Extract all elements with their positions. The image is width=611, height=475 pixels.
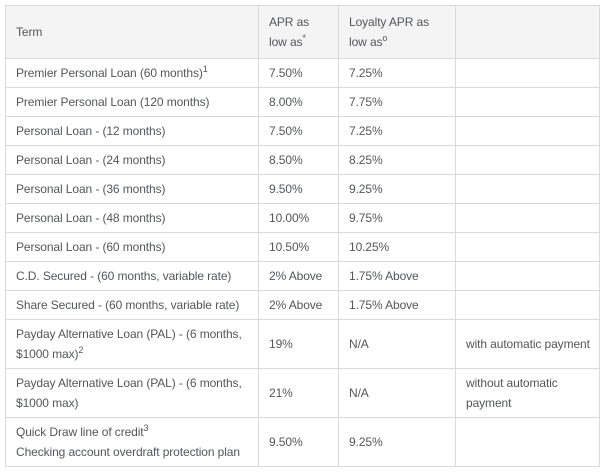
table-row: Share Secured - (60 months, variable rat… xyxy=(5,290,600,320)
table-row: Payday Alternative Loan (PAL) - (6 month… xyxy=(5,368,600,418)
apr-cell: 10.00% xyxy=(258,203,339,233)
term-cell: Premier Personal Loan (120 months) xyxy=(5,87,259,117)
table-row: Personal Loan - (24 months) 8.50% 8.25% xyxy=(5,145,600,175)
header-row: Term APR as low as* Loyalty APR as low a… xyxy=(5,5,600,59)
table-row: Premier Personal Loan (120 months) 8.00%… xyxy=(5,87,600,117)
table-row: Payday Alternative Loan (PAL) - (6 month… xyxy=(5,319,600,369)
loyalty-apr-cell: N/A xyxy=(338,319,456,369)
loyalty-apr-cell: 7.25% xyxy=(338,116,456,146)
term-cell: Personal Loan - (12 months) xyxy=(5,116,259,146)
loyalty-apr-cell: N/A xyxy=(338,368,456,418)
note-cell xyxy=(455,174,600,204)
term-label: Quick Draw line of credit xyxy=(16,425,144,439)
term-cell: Payday Alternative Loan (PAL) - (6 month… xyxy=(5,319,259,369)
apr-cell: 19% xyxy=(258,319,339,369)
apr-cell: 7.50% xyxy=(258,116,339,146)
table-row: Quick Draw line of credit3 Checking accou… xyxy=(5,417,600,467)
column-header-term: Term xyxy=(5,5,259,59)
note-cell xyxy=(455,116,600,146)
loyalty-apr-cell: 9.25% xyxy=(338,174,456,204)
apr-cell: 8.00% xyxy=(258,87,339,117)
note-cell: with automatic payment xyxy=(455,319,600,369)
term-footnote-marker: 3 xyxy=(143,423,149,433)
note-cell xyxy=(455,203,600,233)
apr-cell: 7.50% xyxy=(258,58,339,88)
table-header: Term APR as low as* Loyalty APR as low a… xyxy=(5,5,600,59)
term-label: Personal Loan - (48 months) xyxy=(16,211,166,225)
term-label: Payday Alternative Loan (PAL) - (6 month… xyxy=(16,327,242,361)
apr-cell: 10.50% xyxy=(258,232,339,262)
table-row: Premier Personal Loan (60 months)1 7.50%… xyxy=(5,58,600,88)
apr-cell: 9.50% xyxy=(258,174,339,204)
apr-cell: 2% Above xyxy=(258,261,339,291)
note-cell xyxy=(455,145,600,175)
note-cell xyxy=(455,417,600,467)
loyalty-apr-cell: 8.25% xyxy=(338,145,456,175)
table-row: C.D. Secured - (60 months, variable rate… xyxy=(5,261,600,291)
header-apr-label: APR as low as xyxy=(269,15,310,49)
loyalty-apr-cell: 1.75% Above xyxy=(338,290,456,320)
column-header-notes xyxy=(455,5,600,59)
term-label: Premier Personal Loan (120 months) xyxy=(16,95,210,109)
term-cell: Premier Personal Loan (60 months)1 xyxy=(5,58,259,88)
loyalty-apr-cell: 7.25% xyxy=(338,58,456,88)
loyalty-apr-cell: 1.75% Above xyxy=(338,261,456,291)
note-cell xyxy=(455,261,600,291)
note-cell: without automatic payment xyxy=(455,368,600,418)
header-term-label: Term xyxy=(16,25,43,39)
term-label: Premier Personal Loan (60 months) xyxy=(16,66,203,80)
term-cell: C.D. Secured - (60 months, variable rate… xyxy=(5,261,259,291)
loyalty-apr-cell: 9.75% xyxy=(338,203,456,233)
loyalty-apr-cell: 7.75% xyxy=(338,87,456,117)
term-label: Personal Loan - (36 months) xyxy=(16,182,166,196)
term-footnote-marker: 2 xyxy=(78,345,84,355)
loan-rates-table: Term APR as low as* Loyalty APR as low a… xyxy=(5,5,600,467)
term-footnote-marker: 1 xyxy=(202,64,208,74)
term-label: Personal Loan - (12 months) xyxy=(16,124,166,138)
table-row: Personal Loan - (48 months) 10.00% 9.75% xyxy=(5,203,600,233)
table-row: Personal Loan - (36 months) 9.50% 9.25% xyxy=(5,174,600,204)
loyalty-apr-cell: 9.25% xyxy=(338,417,456,467)
apr-cell: 9.50% xyxy=(258,417,339,467)
term-label: Payday Alternative Loan (PAL) - (6 month… xyxy=(16,376,242,410)
apr-cell: 8.50% xyxy=(258,145,339,175)
term-cell: Personal Loan - (36 months) xyxy=(5,174,259,204)
loyalty-apr-cell: 10.25% xyxy=(338,232,456,262)
header-loyalty-label: Loyalty APR as low as xyxy=(349,15,429,49)
term-cell: Personal Loan - (24 months) xyxy=(5,145,259,175)
apr-cell: 21% xyxy=(258,368,339,418)
table-row: Personal Loan - (60 months) 10.50% 10.25… xyxy=(5,232,600,262)
term-label: Share Secured - (60 months, variable rat… xyxy=(16,298,240,312)
note-cell xyxy=(455,232,600,262)
term-cell: Personal Loan - (48 months) xyxy=(5,203,259,233)
apr-footnote-marker: * xyxy=(302,33,306,43)
column-header-loyalty-apr: Loyalty APR as low aso xyxy=(338,5,456,59)
term-second-line: Checking account overdraft protection pl… xyxy=(16,445,240,459)
note-cell xyxy=(455,58,600,88)
term-cell: Share Secured - (60 months, variable rat… xyxy=(5,290,259,320)
column-header-apr: APR as low as* xyxy=(258,5,339,59)
table-row: Personal Loan - (12 months) 7.50% 7.25% xyxy=(5,116,600,146)
apr-cell: 2% Above xyxy=(258,290,339,320)
term-cell: Payday Alternative Loan (PAL) - (6 month… xyxy=(5,368,259,418)
note-cell xyxy=(455,290,600,320)
term-cell: Quick Draw line of credit3 Checking accou… xyxy=(5,417,259,467)
term-cell: Personal Loan - (60 months) xyxy=(5,232,259,262)
term-label: C.D. Secured - (60 months, variable rate… xyxy=(16,269,232,283)
loyalty-footnote-marker: o xyxy=(382,33,388,43)
table-body: Premier Personal Loan (60 months)1 7.50%… xyxy=(5,58,600,467)
note-cell xyxy=(455,87,600,117)
term-label: Personal Loan - (60 months) xyxy=(16,240,166,254)
term-label: Personal Loan - (24 months) xyxy=(16,153,166,167)
